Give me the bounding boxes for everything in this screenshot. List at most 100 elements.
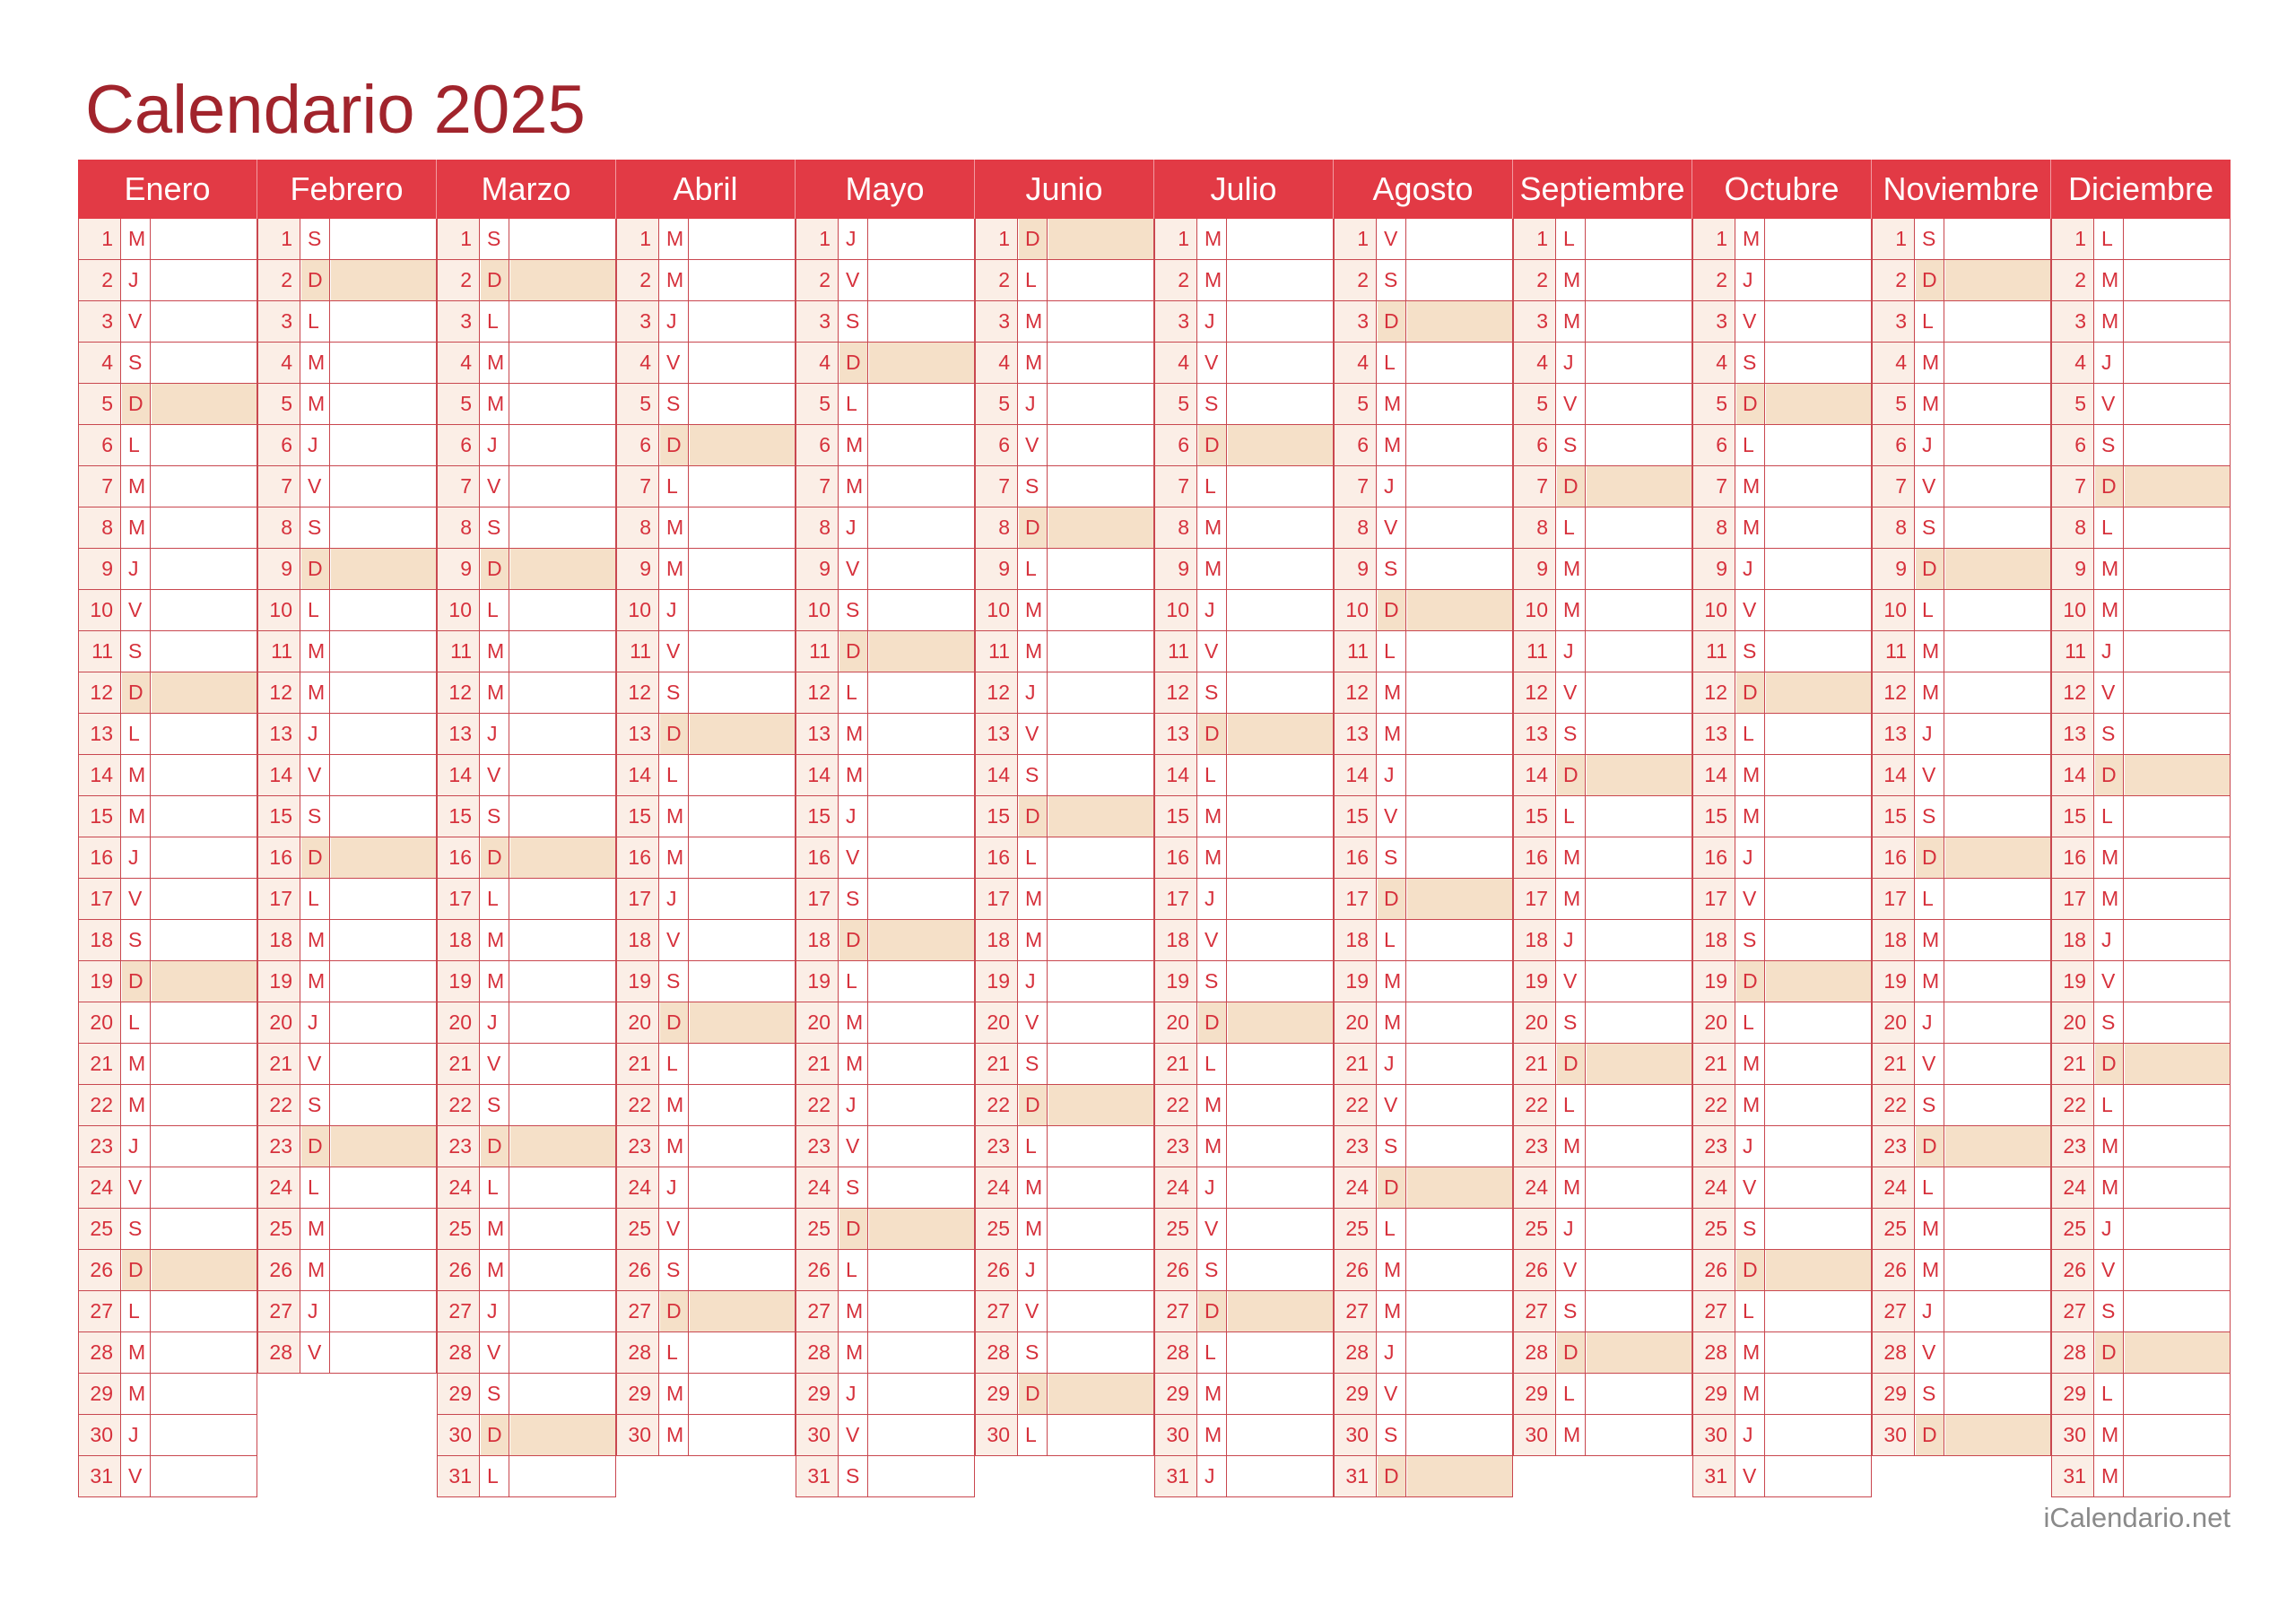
day-note-area — [1407, 1415, 1512, 1455]
day-number: 5 — [2052, 384, 2094, 424]
day-note-area — [1766, 1209, 1871, 1249]
weekday-letter: M — [1378, 714, 1406, 754]
weekday-letter: D — [1916, 549, 1944, 589]
weekday-letter: D — [1019, 1374, 1048, 1414]
day-number: 30 — [79, 1415, 121, 1455]
weekday-letter: D — [660, 1291, 689, 1331]
day-note-area — [1407, 384, 1512, 424]
day-note-area — [1587, 879, 1692, 919]
day-row: 15 V — [1334, 796, 1513, 837]
weekday-letter: J — [1378, 466, 1406, 507]
day-note-area — [1587, 961, 1692, 1002]
day-note-area — [1766, 1044, 1871, 1084]
day-row: 27 S — [1513, 1291, 1692, 1332]
day-note-area — [152, 384, 257, 424]
weekday-letter: J — [1916, 1291, 1944, 1331]
weekday-letter: M — [660, 507, 689, 548]
day-row: 13 J — [1872, 714, 2051, 755]
weekday-letter: M — [122, 1044, 151, 1084]
day-note-area — [1945, 1291, 2050, 1331]
day-note-area — [690, 796, 795, 837]
day-note-area — [1048, 1044, 1153, 1084]
weekday-letter: J — [1736, 260, 1765, 300]
day-number: 25 — [796, 1209, 839, 1249]
day-note-area — [1945, 1126, 2050, 1167]
day-number: 3 — [976, 301, 1018, 342]
day-number: 24 — [1693, 1167, 1735, 1208]
day-row: 11 V — [1154, 631, 1334, 672]
weekday-letter: D — [1378, 879, 1406, 919]
day-number: 7 — [2052, 466, 2094, 507]
day-row: 15 L — [1513, 796, 1692, 837]
day-row: 15 M — [1692, 796, 1872, 837]
day-note-area — [869, 755, 974, 795]
day-row: 14 J — [1334, 755, 1513, 796]
day-number: 19 — [258, 961, 300, 1002]
day-number: 15 — [1155, 796, 1197, 837]
weekday-letter: V — [2095, 1250, 2124, 1290]
day-note-area — [1407, 549, 1512, 589]
day-number: 25 — [258, 1209, 300, 1249]
weekday-letter: M — [1019, 879, 1048, 919]
day-number: 6 — [1873, 425, 1915, 465]
day-note-area — [152, 549, 257, 589]
day-note-area — [1945, 1332, 2050, 1373]
day-row: 31 D — [1334, 1456, 1513, 1497]
weekday-letter: L — [1378, 1209, 1406, 1249]
day-number: 23 — [79, 1126, 121, 1167]
day-number: 13 — [1873, 714, 1915, 754]
weekday-letter: D — [1198, 425, 1227, 465]
day-number: 5 — [1155, 384, 1197, 424]
weekday-letter: M — [839, 425, 868, 465]
day-number: 22 — [1514, 1085, 1556, 1125]
weekday-letter: V — [1198, 1209, 1227, 1249]
day-number: 1 — [1155, 219, 1197, 259]
day-note-area — [1228, 920, 1333, 960]
day-note-area — [331, 425, 436, 465]
day-row: 27 L — [1692, 1291, 1872, 1332]
day-number: 21 — [438, 1044, 480, 1084]
day-note-area — [510, 343, 615, 383]
day-note-area — [2125, 549, 2230, 589]
day-note-area — [869, 507, 974, 548]
day-number: 29 — [1335, 1374, 1377, 1414]
day-number: 5 — [617, 384, 659, 424]
day-row: 18 D — [796, 920, 975, 961]
day-row: 10 L — [1872, 590, 2051, 631]
weekday-letter: M — [1557, 1167, 1586, 1208]
day-row: 28 V — [437, 1332, 616, 1374]
day-note-area — [510, 1209, 615, 1249]
day-row: 25 S — [78, 1209, 257, 1250]
day-number: 17 — [976, 879, 1018, 919]
day-note-area — [331, 1209, 436, 1249]
day-note-area — [331, 920, 436, 960]
day-note-area — [1407, 961, 1512, 1002]
day-note-area — [1766, 961, 1871, 1002]
weekday-letter: D — [660, 714, 689, 754]
weekday-letter: M — [1378, 961, 1406, 1002]
day-number: 3 — [1873, 301, 1915, 342]
day-note-area — [1048, 219, 1153, 259]
weekday-letter: V — [1736, 1167, 1765, 1208]
day-number: 8 — [79, 507, 121, 548]
day-number: 21 — [617, 1044, 659, 1084]
day-note-area — [1587, 1167, 1692, 1208]
day-number: 13 — [2052, 714, 2094, 754]
weekday-letter: M — [1378, 425, 1406, 465]
weekday-letter: L — [839, 672, 868, 713]
day-number: 27 — [1155, 1291, 1197, 1331]
weekday-letter: D — [1736, 961, 1765, 1002]
day-number: 7 — [976, 466, 1018, 507]
day-row: 11 S — [78, 631, 257, 672]
day-row: 15 M — [78, 796, 257, 837]
site-credit: iCalendario.net — [2043, 1502, 2231, 1533]
weekday-letter: V — [1378, 1374, 1406, 1414]
day-note-area — [1228, 1126, 1333, 1167]
